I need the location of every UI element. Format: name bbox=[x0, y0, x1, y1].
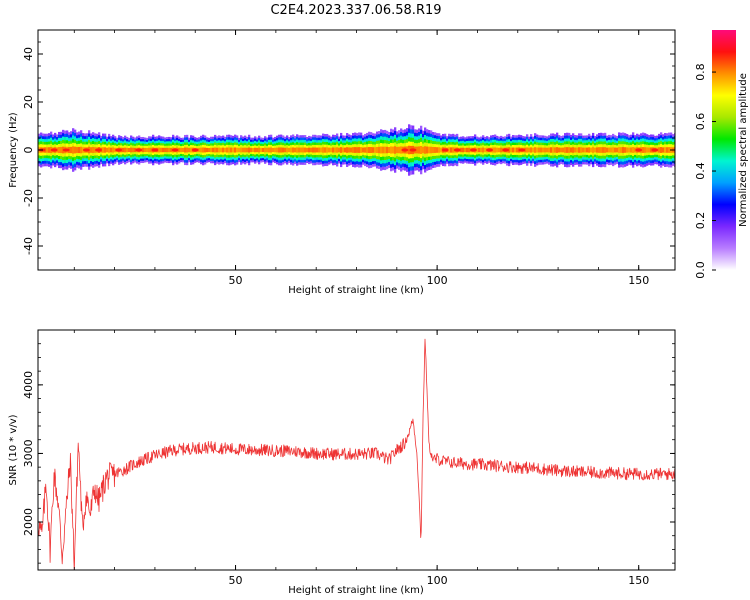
figure-title: C2E4.2023.337.06.58.R19 bbox=[270, 3, 441, 18]
snr-xtick-label: 150 bbox=[628, 574, 649, 587]
spectrogram-ytick-label: -40 bbox=[22, 237, 35, 255]
snr-panel: 50 100 150 2000 3000 4000 Height of straight … bbox=[8, 329, 676, 596]
spectrogram-ytick-label: 20 bbox=[22, 95, 35, 109]
colorbar-tick-label: 0.6 bbox=[694, 113, 707, 130]
colorbar-gradient bbox=[712, 30, 736, 270]
snr-ytick-label: 3000 bbox=[22, 439, 35, 467]
colorbar-tick-label: 0.8 bbox=[694, 63, 707, 81]
spectrogram-ytick-label: 40 bbox=[22, 47, 35, 61]
snr-series-line bbox=[38, 338, 675, 570]
spectrogram-ytick-label: -20 bbox=[22, 189, 35, 207]
colorbar-tick-label: 0.2 bbox=[694, 212, 707, 230]
snr-ytick-label: 4000 bbox=[22, 371, 35, 399]
spectrogram-image bbox=[38, 124, 675, 176]
spectrogram-xlabel: Height of straight line (km) bbox=[288, 285, 424, 296]
colorbar-tick-label: 0.0 bbox=[694, 261, 707, 279]
spectrogram-xtick-label: 150 bbox=[628, 274, 649, 287]
spectrogram-xtick-label: 100 bbox=[427, 274, 448, 287]
snr-xtick-label: 100 bbox=[427, 574, 448, 587]
snr-ytick-label: 2000 bbox=[22, 508, 35, 536]
spectrogram-panel: 50 100 150 40 20 0 -20 -40 Height of straight l… bbox=[8, 29, 676, 296]
colorbar: 0.0 0.2 0.4 0.6 0.8 Normalized spectral ampl… bbox=[694, 30, 749, 279]
colorbar-label: Normalized spectral amplitude bbox=[738, 73, 749, 227]
snr-ylabel: SNR (10 * v/v) bbox=[8, 414, 19, 485]
snr-xtick-label: 50 bbox=[229, 574, 243, 587]
colorbar-tick-label: 0.4 bbox=[694, 162, 707, 180]
spectrogram-xtick-label: 50 bbox=[229, 274, 243, 287]
spectrogram-ytick-label: 0 bbox=[22, 147, 35, 154]
snr-xlabel: Height of straight line (km) bbox=[288, 585, 424, 596]
spectrogram-ylabel: Frequency (Hz) bbox=[8, 112, 19, 188]
snr-frame bbox=[37, 329, 676, 571]
